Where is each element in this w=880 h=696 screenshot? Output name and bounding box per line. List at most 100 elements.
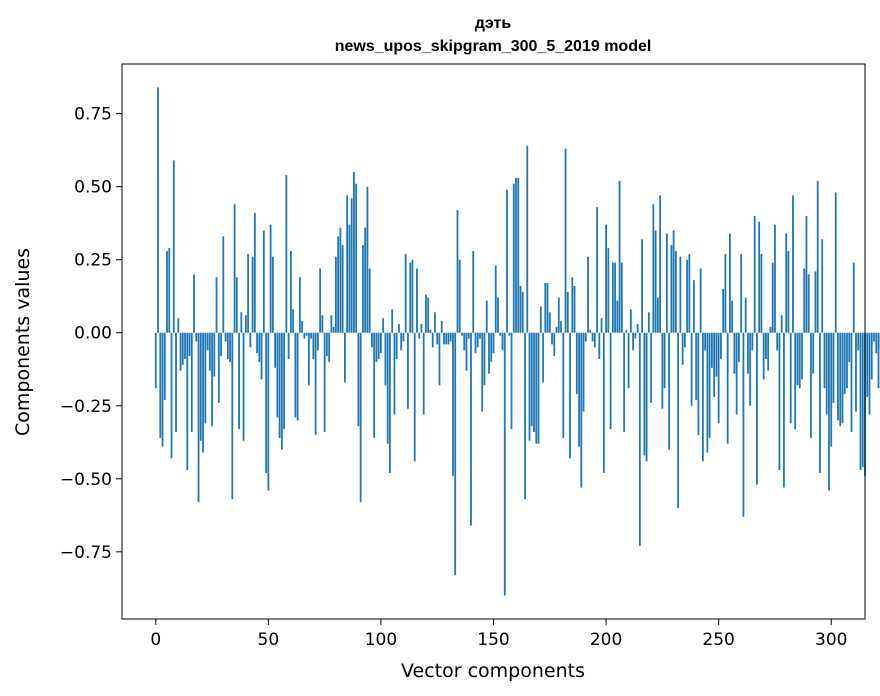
bar-259	[738, 332, 740, 362]
bar-132	[452, 332, 454, 476]
bar-129	[445, 332, 448, 345]
y-tick-label: 0.50	[74, 178, 112, 198]
bar-72	[316, 332, 319, 351]
bar-202	[609, 332, 612, 430]
bar-235	[683, 332, 686, 348]
bar-242	[699, 268, 702, 333]
bar-73	[319, 268, 322, 333]
bar-120	[425, 294, 427, 333]
bar-305	[841, 332, 844, 424]
bar-204	[614, 262, 616, 333]
bar-141	[472, 250, 475, 333]
bar-293	[814, 271, 817, 333]
bar-203	[611, 262, 614, 333]
bar-317	[868, 332, 871, 415]
bar-172	[542, 332, 544, 383]
bar-270	[762, 332, 765, 380]
bar-189	[580, 332, 583, 488]
bar-91	[359, 332, 362, 503]
bar-275	[774, 224, 776, 333]
bar-244	[704, 332, 707, 351]
bar-6	[168, 248, 171, 333]
bar-93	[364, 227, 367, 333]
y-axis-ticks: −0.75 −0.50 −0.25 0.00 0.25 0.50 0.75	[60, 105, 122, 563]
chart-title-line2: news_upos_skipgram_300_5_2019 model	[335, 38, 652, 55]
bar-184	[569, 332, 571, 459]
bar-46	[258, 332, 261, 362]
bar-56	[280, 332, 283, 450]
bar-181	[562, 332, 565, 438]
bar-302	[834, 192, 837, 333]
bar-290	[807, 274, 810, 333]
bar-192	[587, 256, 589, 333]
bar-57	[283, 332, 286, 430]
bar-162	[519, 286, 522, 333]
bar-205	[616, 300, 619, 333]
bar-25	[211, 332, 213, 427]
bar-103	[386, 332, 389, 444]
bar-39	[242, 332, 245, 441]
bar-130	[447, 332, 450, 345]
bar-38	[240, 312, 243, 333]
bar-37	[238, 332, 240, 430]
bar-17	[193, 274, 195, 333]
bar-115	[413, 332, 416, 462]
bar-30	[222, 236, 225, 333]
bar-233	[679, 256, 682, 333]
bar-262	[744, 297, 747, 333]
bar-109	[400, 332, 403, 351]
bar-218	[645, 332, 648, 462]
bar-137	[463, 332, 466, 351]
bar-226	[663, 332, 666, 389]
bar-64	[298, 277, 301, 333]
bar-134	[456, 210, 459, 333]
bar-190	[582, 332, 585, 412]
x-tick-label: 100	[365, 630, 397, 650]
bar-273	[769, 326, 772, 333]
bar-237	[688, 253, 691, 333]
bar-215	[638, 332, 641, 546]
bar-142	[474, 332, 477, 354]
bar-51	[269, 224, 272, 333]
bar-285	[796, 332, 799, 386]
bar-179	[557, 297, 560, 333]
bar-110	[402, 332, 405, 342]
bar-152	[497, 297, 499, 333]
bar-13	[184, 332, 186, 360]
bar-318	[870, 332, 873, 380]
bar-67	[305, 332, 308, 336]
bar-10	[177, 318, 180, 333]
y-tick-label: 0.25	[74, 251, 112, 271]
bar-68	[307, 332, 310, 386]
bar-106	[393, 332, 396, 415]
bar-261	[742, 332, 745, 517]
bar-299	[828, 332, 830, 491]
bar-158	[510, 332, 513, 430]
bar-123	[431, 332, 434, 348]
bar-98	[375, 332, 378, 362]
bar-154	[501, 332, 504, 351]
bar-268	[758, 221, 761, 333]
bar-125	[436, 332, 439, 345]
bar-139	[467, 332, 470, 339]
bar-163	[521, 291, 524, 333]
bar-79	[332, 326, 335, 333]
bar-74	[321, 315, 324, 333]
bar-267	[756, 332, 758, 485]
bar-26	[213, 332, 216, 377]
bar-44	[253, 212, 256, 333]
bar-42	[249, 332, 252, 348]
bar-255	[729, 233, 731, 333]
bar-35	[233, 204, 236, 333]
bar-300	[830, 332, 833, 447]
bar-280	[785, 233, 788, 333]
chart-title-line1: дэть	[475, 15, 512, 32]
bar-225	[661, 332, 664, 409]
bar-291	[810, 332, 812, 438]
bar-84	[344, 332, 346, 383]
bar-116	[416, 268, 418, 333]
bar-173	[544, 283, 547, 333]
bar-213	[634, 332, 637, 339]
bar-221	[652, 204, 655, 333]
bar-55	[278, 332, 281, 438]
